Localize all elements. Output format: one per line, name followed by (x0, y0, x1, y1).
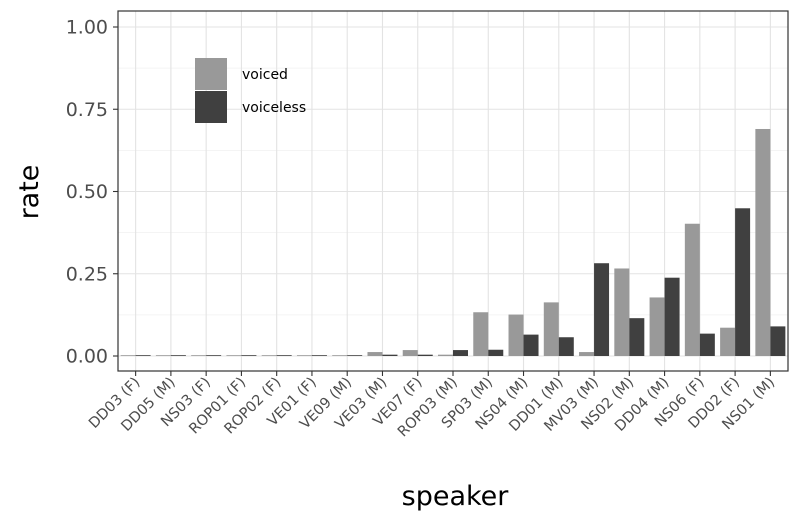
bar-voiceless-9 (453, 350, 468, 356)
legend: voiced voiceless (195, 58, 306, 123)
bar-voiced-13 (579, 352, 595, 356)
bar-voiceless-5 (311, 355, 327, 356)
bar-voiceless-3 (241, 355, 257, 356)
bar-voiced-3 (226, 355, 242, 356)
bar-voiced-6 (332, 355, 348, 356)
bar-voiced-0 (120, 355, 136, 356)
legend-label-voiced: voiced (242, 67, 288, 83)
grid-lines (118, 11, 788, 371)
bar-voiced-14 (614, 268, 630, 356)
y-tick-label: 0.50 (66, 181, 108, 203)
bar-voiceless-14 (629, 318, 645, 356)
bar-voiced-9 (438, 354, 453, 356)
bar-voiceless-6 (347, 355, 363, 356)
bar-voiced-17 (720, 327, 736, 356)
y-tick-label: 1.00 (66, 17, 108, 39)
bar-voiceless-4 (276, 355, 292, 356)
x-axis: DD03 (F)DD05 (M)NS03 (F)ROP01 (F)ROP02 (… (86, 371, 778, 440)
bar-voiceless-2 (206, 355, 222, 356)
bar-voiceless-17 (735, 208, 751, 356)
bar-voiced-8 (402, 350, 418, 356)
y-tick-label: 0.00 (66, 346, 108, 368)
bar-voiceless-1 (170, 355, 186, 356)
y-axis-title: rate (14, 165, 45, 220)
bar-voiced-16 (684, 223, 700, 356)
bar-voiced-4 (261, 355, 277, 356)
bar-voiceless-7 (382, 354, 398, 356)
bar-voiced-1 (155, 355, 171, 356)
bar-voiced-11 (508, 314, 524, 356)
bar-voiced-2 (191, 355, 207, 356)
bar-voiceless-13 (594, 263, 610, 356)
bar-voiceless-8 (417, 354, 433, 356)
bar-voiced-5 (296, 355, 312, 356)
bar-voiceless-15 (664, 277, 680, 356)
bar-voiced-12 (543, 302, 559, 356)
bar-voiceless-10 (488, 349, 504, 356)
bar-voiced-18 (755, 128, 771, 356)
bar-voiceless-16 (699, 333, 715, 356)
legend-key-voiced (195, 58, 227, 90)
legend-key-voiceless (195, 91, 227, 123)
bar-voiceless-0 (135, 355, 151, 356)
bar-voiced-7 (367, 352, 383, 356)
bar-voiceless-12 (558, 337, 574, 356)
x-axis-title: speaker (402, 481, 510, 512)
bars-layer (120, 128, 786, 356)
legend-label-voiceless: voiceless (242, 100, 306, 116)
y-tick-label: 0.75 (66, 99, 108, 121)
y-tick-label: 0.25 (66, 263, 108, 285)
bar-voiced-15 (649, 297, 665, 356)
bar-voiceless-11 (523, 334, 539, 356)
bar-voiceless-18 (770, 326, 786, 356)
bar-voiced-10 (473, 312, 489, 356)
y-axis: 0.00 0.25 0.50 0.75 1.00 (66, 17, 118, 368)
